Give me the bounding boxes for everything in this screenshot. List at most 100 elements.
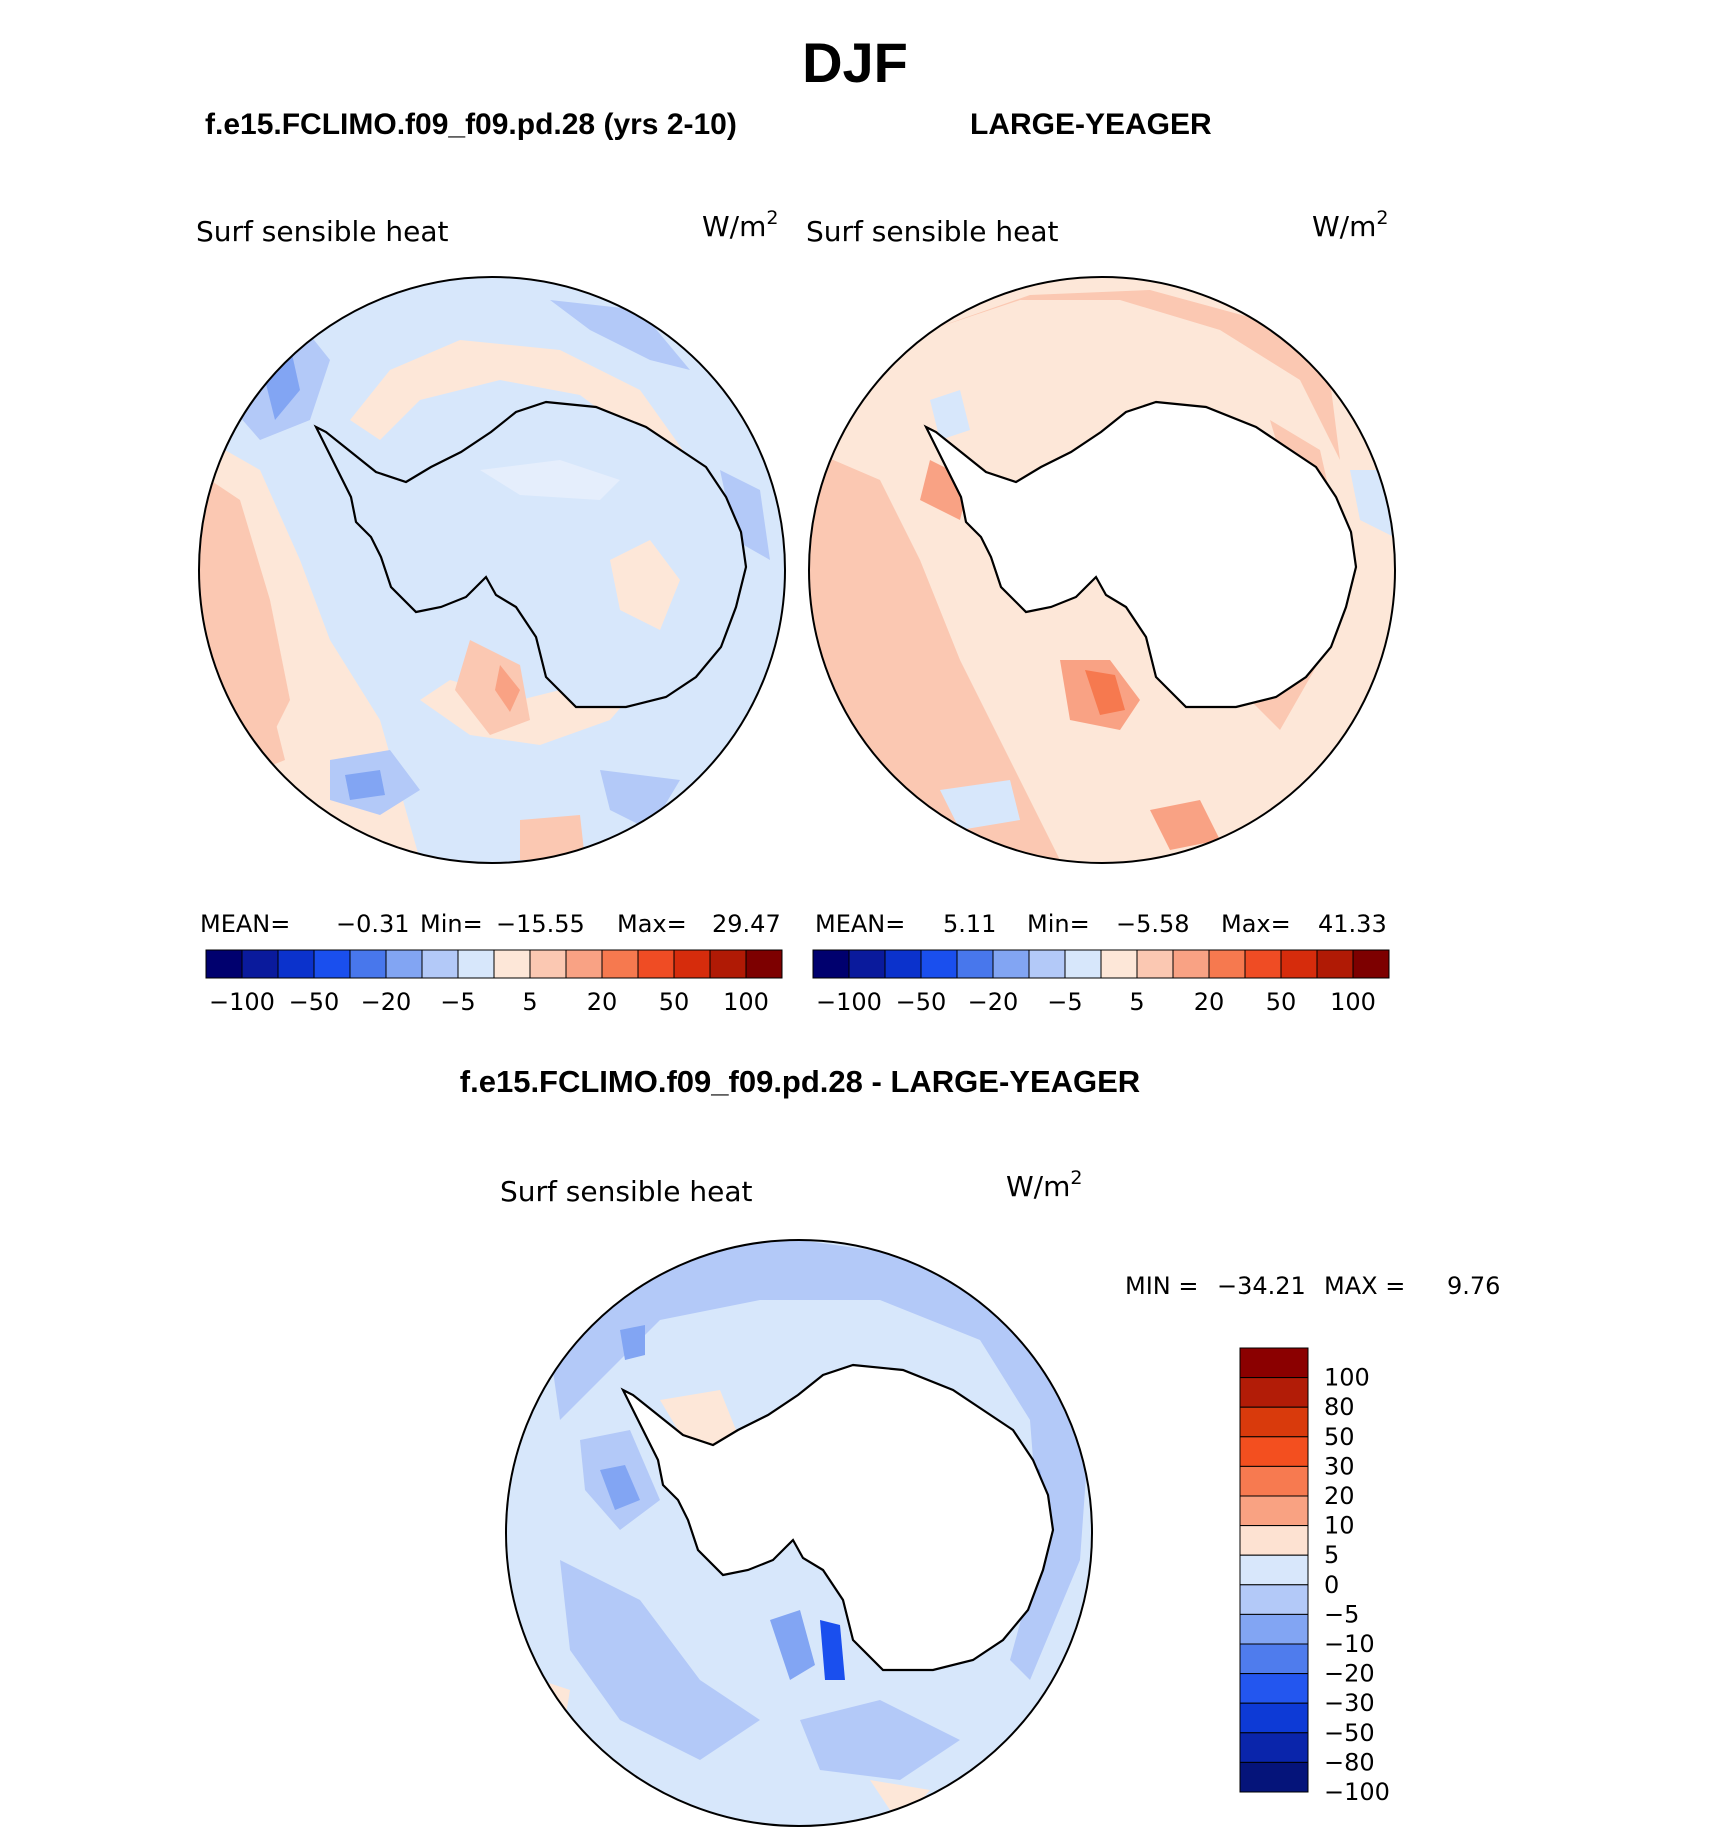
model-map: [198, 276, 786, 864]
diff-colorbar-swatch: [1239, 1436, 1309, 1467]
obs-colorbar-swatch: [1208, 949, 1246, 979]
model-min-label: Min=: [420, 910, 483, 938]
obs-colorbar-swatch: [1352, 949, 1390, 979]
diff-colorbar-tick-label: 100: [1324, 1364, 1370, 1392]
diff-colorbar-swatch: [1239, 1465, 1309, 1497]
diff-colorbar-tick-label: −50: [1324, 1719, 1375, 1747]
obs-colorbar-swatch: [1064, 949, 1102, 979]
model-colorbar-swatch: [493, 949, 531, 979]
diff-max-value: 9.76: [1447, 1272, 1500, 1300]
model-colorbar-swatch: [673, 949, 711, 979]
diff-map: [505, 1239, 1093, 1827]
obs-colorbar-swatch: [1244, 949, 1282, 979]
obs-case-title: LARGE-YEAGER: [970, 108, 1212, 141]
diff-colorbar-swatch: [1239, 1554, 1309, 1586]
model-panel-labels: Surf sensible heat W/m2 MEAN= −0.31 Min=…: [196, 207, 781, 938]
model-colorbar-swatch: [457, 949, 495, 979]
diff-colorbar-tick-label: 30: [1324, 1452, 1355, 1480]
diff-colorbar-swatch: [1239, 1613, 1309, 1645]
obs-colorbar-swatch: [992, 949, 1030, 979]
model-colorbar-swatch: [277, 949, 315, 979]
model-map-border: [198, 276, 786, 864]
model-colorbar-swatch: [529, 949, 567, 979]
diff-min-label: MIN =: [1125, 1272, 1198, 1300]
model-colorbar-tick-label: −50: [289, 988, 340, 1016]
model-colorbar-tick-label: 20: [587, 988, 618, 1016]
obs-colorbar-tick-label: −50: [896, 988, 947, 1016]
obs-panel-labels: Surf sensible heat W/m2 MEAN= 5.11 Min= …: [806, 207, 1389, 938]
season-title: DJF: [802, 31, 908, 94]
model-colorbar-swatch: [637, 949, 675, 979]
obs-units-label: W/m2: [1312, 207, 1389, 243]
model-min-value: −15.55: [496, 910, 585, 938]
model-colorbar-tick-label: 50: [659, 988, 690, 1016]
obs-colorbar-swatch: [884, 949, 922, 979]
diff-colorbar-swatch: [1239, 1584, 1309, 1615]
diff-colorbar-swatch: [1239, 1732, 1309, 1763]
diff-panel-labels: Surf sensible heat W/m2 MIN = −34.21 MAX…: [500, 1167, 1500, 1300]
diff-colorbar-swatch: [1239, 1702, 1309, 1734]
diff-variable-label: Surf sensible heat: [500, 1175, 753, 1208]
model-colorbar-swatch: [565, 949, 603, 979]
obs-colorbar-swatch: [956, 949, 994, 979]
model-colorbar-swatch: [349, 949, 387, 979]
obs-colorbar-tick-label: −20: [968, 988, 1019, 1016]
obs-map: [808, 276, 1396, 864]
diff-units-label: W/m2: [1006, 1167, 1083, 1203]
obs-colorbar-tick-label: 100: [1330, 988, 1376, 1016]
diff-colorbar-swatch: [1239, 1673, 1309, 1704]
obs-max-label: Max=: [1221, 910, 1291, 938]
diff-colorbar-tick-label: −5: [1324, 1600, 1359, 1628]
diff-colorbar-tick-label: 50: [1324, 1423, 1355, 1451]
model-max-value: 29.47: [712, 910, 781, 938]
obs-colorbar: −100 −50 −20 −5 5 20 50 100: [812, 949, 1390, 1016]
obs-min-value: −5.58: [1116, 910, 1190, 938]
obs-mean-value: 5.11: [943, 910, 996, 938]
model-colorbar-swatch: [205, 949, 243, 979]
obs-mean-label: MEAN=: [815, 910, 905, 938]
obs-colorbar-tick-label: −5: [1047, 988, 1082, 1016]
obs-max-value: 41.33: [1318, 910, 1387, 938]
obs-colorbar-swatch: [812, 949, 850, 979]
diff-map-border: [505, 1239, 1093, 1827]
model-mean-value: −0.31: [336, 910, 410, 938]
model-case-title: f.e15.FCLIMO.f09_f09.pd.28 (yrs 2-10): [205, 108, 737, 141]
obs-colorbar-swatch: [1172, 949, 1210, 979]
diff-title: f.e15.FCLIMO.f09_f09.pd.28 - LARGE-YEAGE…: [459, 1064, 1141, 1099]
diff-colorbar-tick-label: −100: [1324, 1778, 1390, 1806]
model-colorbar-swatch: [709, 949, 747, 979]
obs-colorbar-swatch: [1100, 949, 1138, 979]
diff-colorbar-swatch: [1239, 1761, 1309, 1793]
obs-colorbar-swatch: [1280, 949, 1318, 979]
diff-colorbar-tick-label: −30: [1324, 1689, 1375, 1717]
obs-colorbar-swatch: [848, 949, 886, 979]
diff-colorbar-tick-label: 20: [1324, 1482, 1355, 1510]
model-colorbar-tick-label: −5: [440, 988, 475, 1016]
obs-colorbar-tick-label: 50: [1266, 988, 1297, 1016]
model-colorbar-tick-label: −20: [361, 988, 412, 1016]
model-max-label: Max=: [617, 910, 687, 938]
model-colorbar-swatch: [421, 949, 459, 979]
diff-colorbar-swatch: [1239, 1643, 1309, 1675]
model-colorbar-swatch: [745, 949, 783, 979]
diff-colorbar-swatch: [1239, 1406, 1309, 1438]
model-colorbar-swatch: [313, 949, 351, 979]
diff-min-value: −34.21: [1217, 1272, 1306, 1300]
obs-map-border: [808, 276, 1396, 864]
obs-min-label: Min=: [1027, 910, 1090, 938]
diff-colorbar-tick-label: 10: [1324, 1512, 1355, 1540]
diff-colorbar-tick-label: −20: [1324, 1660, 1375, 1688]
obs-colorbar-swatch: [920, 949, 958, 979]
model-colorbar-tick-label: 5: [522, 988, 537, 1016]
model-colorbar-tick-label: 100: [723, 988, 769, 1016]
model-colorbar: −100 −50 −20 −5 5 20 50 100: [205, 949, 783, 1016]
model-colorbar-swatch: [601, 949, 639, 979]
diff-colorbar-tick-label: −10: [1324, 1630, 1375, 1658]
obs-colorbar-swatch: [1136, 949, 1174, 979]
model-colorbar-swatch: [241, 949, 279, 979]
diff-colorbar-swatch: [1239, 1495, 1309, 1527]
model-colorbar-tick-label: −100: [209, 988, 275, 1016]
model-units-label: W/m2: [702, 207, 779, 243]
